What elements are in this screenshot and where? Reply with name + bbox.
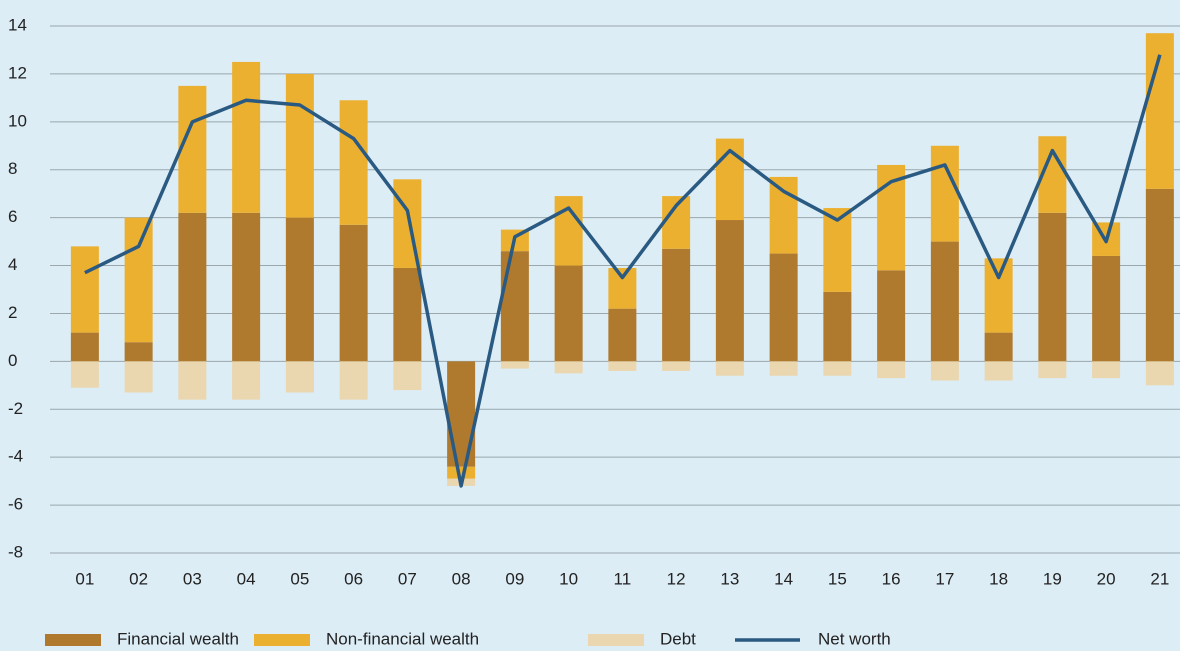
legend-swatch — [254, 634, 310, 646]
bar — [339, 100, 368, 225]
bar — [1038, 361, 1067, 379]
bar — [178, 85, 207, 213]
bar — [769, 361, 798, 376]
y-tick-label: -6 — [8, 495, 23, 514]
bar — [608, 361, 637, 371]
bar — [1092, 255, 1121, 362]
bar — [285, 73, 314, 218]
x-tick-label: 04 — [237, 569, 256, 588]
x-tick-label: 12 — [667, 569, 686, 588]
legend-swatch — [588, 634, 644, 646]
x-tick-label: 19 — [1043, 569, 1062, 588]
bar — [447, 466, 476, 479]
x-tick-label: 07 — [398, 569, 417, 588]
y-tick-label: -4 — [8, 447, 23, 466]
bar — [930, 145, 959, 242]
bar — [1038, 212, 1067, 362]
bar — [70, 361, 99, 388]
legend-label: Debt — [660, 629, 696, 648]
x-tick-label: 02 — [129, 569, 148, 588]
bar — [930, 241, 959, 362]
net-worth-line — [84, 54, 1162, 488]
bar — [554, 361, 583, 374]
x-tick-label: 11 — [614, 569, 632, 588]
bar — [70, 246, 99, 333]
bar — [823, 361, 852, 376]
bar — [178, 361, 207, 400]
bar — [662, 248, 691, 362]
bar — [823, 291, 852, 362]
y-tick-label: -8 — [8, 542, 23, 561]
y-tick-label: 4 — [8, 255, 17, 274]
legend-label: Net worth — [818, 629, 891, 648]
bar — [662, 361, 691, 371]
bar — [124, 342, 153, 362]
bar — [1092, 361, 1121, 379]
bar — [339, 361, 368, 400]
x-tick-label: 06 — [344, 569, 363, 588]
bar — [339, 224, 368, 362]
x-tick-label: 21 — [1150, 569, 1169, 588]
bar — [769, 176, 798, 254]
x-tick-label: 18 — [989, 569, 1008, 588]
y-tick-label: -2 — [8, 399, 23, 418]
bar — [1145, 361, 1174, 386]
x-tick-label: 01 — [75, 569, 94, 588]
bar — [608, 267, 637, 309]
bar — [823, 208, 852, 292]
bar — [715, 220, 744, 362]
y-tick-label: 6 — [8, 207, 17, 226]
bar — [124, 361, 153, 393]
bar — [124, 217, 153, 343]
bar — [877, 270, 906, 362]
x-tick-label: 05 — [290, 569, 309, 588]
y-tick-label: 0 — [8, 351, 17, 370]
bar — [500, 361, 529, 369]
bar — [1145, 188, 1174, 362]
x-tick-label: 09 — [505, 569, 524, 588]
bar — [984, 258, 1013, 333]
y-tick-label: 10 — [8, 111, 27, 130]
legend-label: Financial wealth — [117, 629, 239, 648]
bar — [178, 212, 207, 362]
x-tick-label: 16 — [882, 569, 901, 588]
x-tick-label: 13 — [720, 569, 739, 588]
bar — [500, 251, 529, 362]
x-tick-label: 14 — [774, 569, 793, 588]
bar — [554, 265, 583, 362]
bar — [447, 361, 476, 467]
bar — [608, 308, 637, 362]
y-tick-label: 8 — [8, 159, 17, 178]
y-tick-label: 12 — [8, 63, 27, 82]
bar — [715, 361, 744, 376]
bar — [769, 253, 798, 362]
bar — [877, 361, 906, 379]
bar — [984, 332, 1013, 362]
bar — [285, 361, 314, 393]
x-tick-label: 03 — [183, 569, 202, 588]
bar — [70, 332, 99, 362]
legend-label: Non-financial wealth — [326, 629, 479, 648]
y-tick-label: 14 — [8, 15, 27, 34]
bar — [393, 267, 422, 362]
bar — [232, 361, 261, 400]
x-tick-label: 17 — [935, 569, 954, 588]
bar — [393, 361, 422, 391]
bar — [285, 217, 314, 362]
x-tick-label: 20 — [1097, 569, 1116, 588]
legend-swatch — [45, 634, 101, 646]
x-tick-label: 08 — [452, 569, 471, 588]
bar — [232, 212, 261, 362]
y-tick-label: 2 — [8, 303, 17, 322]
bar — [930, 361, 959, 381]
bar — [232, 61, 261, 213]
x-tick-label: 10 — [559, 569, 578, 588]
x-tick-label: 15 — [828, 569, 847, 588]
bar — [984, 361, 1013, 381]
